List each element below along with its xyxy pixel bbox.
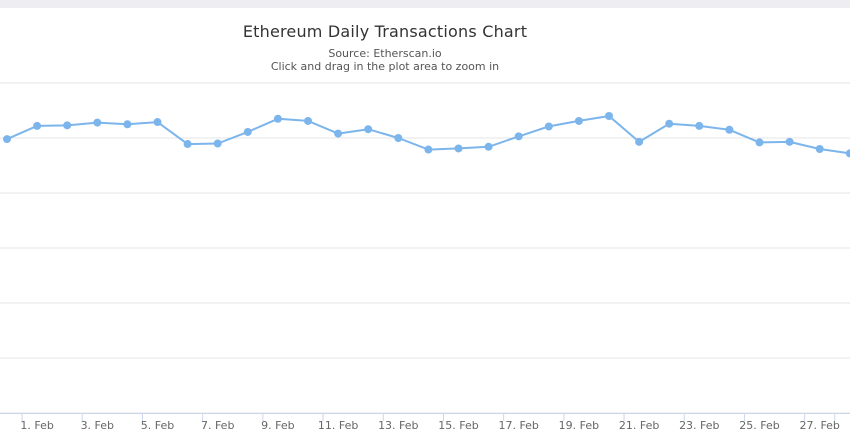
data-point [574, 116, 583, 125]
x-tick-label: 7. Feb [201, 419, 234, 432]
data-point [153, 118, 162, 127]
data-point [454, 144, 463, 153]
data-point [33, 121, 42, 130]
data-point [665, 119, 674, 128]
chart-title: Ethereum Daily Transactions Chart [242, 22, 528, 41]
x-tick-label: 9. Feb [261, 419, 294, 432]
x-tick-label: 27. Feb [799, 419, 839, 432]
data-point [63, 121, 72, 130]
data-point [213, 139, 222, 148]
x-tick-label: 1. Feb [20, 419, 53, 432]
data-point [484, 142, 493, 151]
data-point [544, 122, 553, 131]
x-tick-label: 13. Feb [378, 419, 418, 432]
x-tick-label: 17. Feb [498, 419, 538, 432]
x-tick-label: 5. Feb [141, 419, 174, 432]
data-point [304, 116, 312, 125]
data-point [755, 138, 764, 147]
x-tick-label: 15. Feb [438, 419, 478, 432]
data-point [394, 134, 403, 142]
data-point [243, 127, 252, 136]
data-point [93, 118, 102, 127]
x-tick-label: 19. Feb [559, 419, 599, 432]
data-point [3, 135, 11, 144]
data-point [123, 120, 132, 129]
x-tick-label: 21. Feb [619, 419, 659, 432]
data-point [364, 125, 373, 134]
data-point [514, 132, 523, 141]
x-tick-label: 25. Feb [739, 419, 779, 432]
x-tick-label: 23. Feb [679, 419, 719, 432]
data-point [815, 145, 824, 153]
x-axis: 1. Feb 3. Feb 5. Feb 7. Feb 9. Feb 11. Feb 13.… [0, 413, 850, 432]
chart-subtitle-source: Source: Etherscan.io [328, 47, 442, 60]
data-point [845, 149, 850, 158]
data-point [725, 125, 734, 134]
top-bar [0, 0, 850, 8]
data-point [785, 137, 794, 146]
grid-lines [0, 82, 850, 414]
data-point [334, 129, 343, 138]
data-point [424, 145, 433, 154]
data-point [605, 112, 613, 120]
data-point [635, 137, 644, 146]
data-point [695, 121, 704, 130]
series-line-group [3, 112, 850, 158]
data-point [273, 114, 282, 123]
data-point [183, 140, 192, 149]
x-tick-label: 11. Feb [318, 419, 358, 432]
x-tick-label: 3. Feb [81, 419, 114, 432]
chart-subtitle-zoom-hint: Click and drag in the plot area to zoom … [270, 60, 500, 73]
